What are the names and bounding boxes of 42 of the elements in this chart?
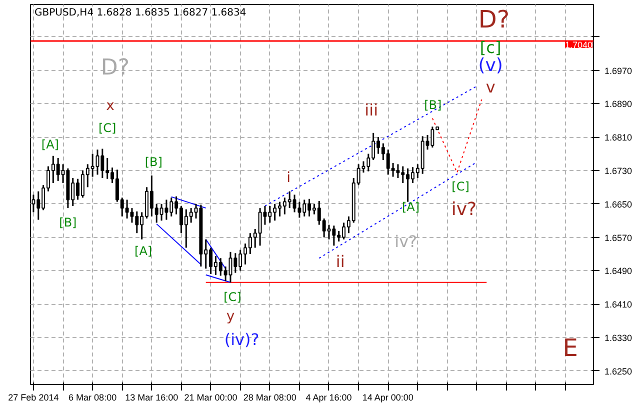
annotation: x: [106, 98, 114, 114]
y-tick-label: 1.6650: [604, 199, 632, 210]
annotation: [C]: [98, 120, 116, 135]
annotation: i: [286, 170, 291, 186]
annotation: y: [226, 308, 235, 325]
y-tick-label: 1.6570: [604, 232, 632, 243]
x-tick-label: 21 Mar 00:00: [184, 392, 238, 402]
x-tick-label: 6 Mar 08:00: [68, 392, 117, 402]
x-tick-label: 27 Feb 2014: [8, 392, 59, 402]
annotation: E: [562, 334, 578, 362]
annotation: [c]: [480, 38, 502, 57]
y-tick-label: 1.6970: [604, 66, 632, 76]
annotation: [B]: [144, 155, 162, 170]
annotation: [B]: [59, 216, 77, 230]
annotation: iii: [364, 100, 378, 120]
annotation: D?: [478, 5, 510, 34]
y-tick-label: 1.6730: [604, 166, 632, 176]
x-tick-label: 4 Apr 16:00: [306, 392, 352, 402]
y-tick-label: 1.6330: [604, 333, 632, 344]
ref-line-label: 1.7040: [564, 40, 593, 50]
annotation: v: [486, 77, 496, 96]
y-tick-label: 1.6890: [604, 99, 632, 110]
annotation: (iv)?: [224, 330, 260, 350]
annotation: [A]: [402, 200, 420, 214]
annotation: [A]: [41, 138, 59, 152]
annotation: ii: [336, 252, 345, 272]
annotation: [A]: [134, 244, 152, 258]
annotation: [B]: [424, 98, 442, 112]
annotation: (v): [478, 54, 503, 76]
annotation: iv?: [394, 232, 418, 251]
annotation: D?: [100, 56, 130, 81]
annotation: [C]: [224, 290, 242, 304]
x-tick-label: 13 Mar 16:00: [125, 392, 178, 402]
y-tick-label: 1.6490: [604, 266, 632, 276]
y-tick-label: 1.6810: [604, 132, 632, 143]
x-tick-label: 28 Mar 08:00: [243, 392, 296, 402]
annotation: iv?: [451, 198, 477, 220]
chart-title: GBPUSD,H4 1.6828 1.6835 1.6827 1.6834: [34, 8, 246, 18]
x-tick-label: 14 Apr 00:00: [362, 392, 414, 402]
y-tick-label: 1.6410: [604, 300, 632, 310]
y-tick-label: 1.6250: [604, 366, 632, 376]
annotation: [C]: [452, 179, 470, 194]
